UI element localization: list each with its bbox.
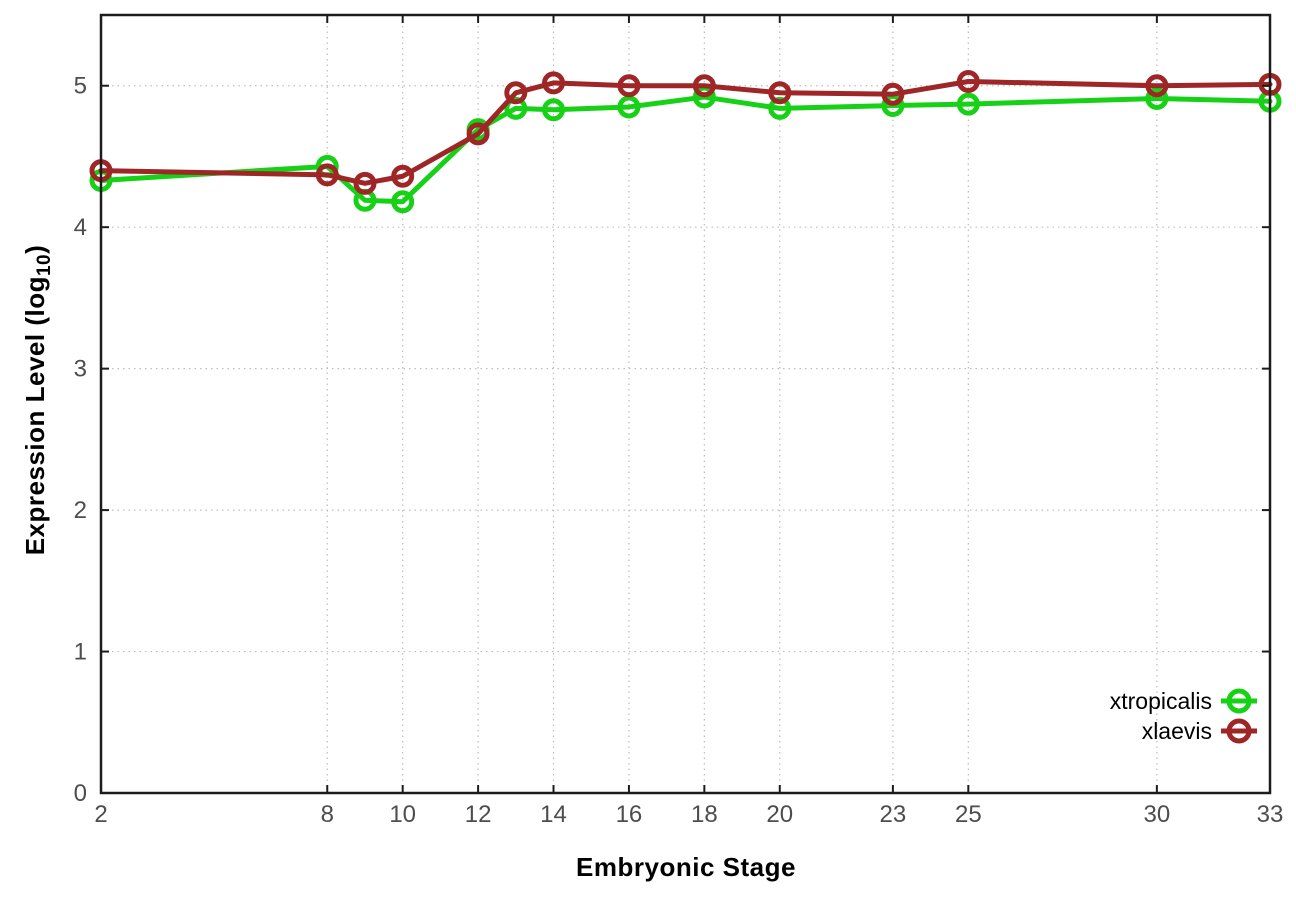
data-point-xlaevis <box>353 171 377 195</box>
data-point-xtropicalis <box>391 190 415 214</box>
x-tick-label: 20 <box>766 801 793 828</box>
data-point-xtropicalis <box>617 95 641 119</box>
legend: xtropicalis xlaevis <box>1110 688 1257 744</box>
y-tick-label: 4 <box>74 214 87 241</box>
x-tick-label: 8 <box>321 801 334 828</box>
y-tick-label: 2 <box>74 497 87 524</box>
data-point-xtropicalis <box>956 92 980 116</box>
x-tick-label: 18 <box>691 801 718 828</box>
x-tick-label: 2 <box>94 801 107 828</box>
x-tick-label: 12 <box>465 801 492 828</box>
plot-border <box>99 13 1272 795</box>
data-point-xlaevis <box>768 81 792 105</box>
x-tick-label: 16 <box>616 801 643 828</box>
y-axis-label-subscript: 10 <box>34 253 56 277</box>
legend-label-xtropicalis: xtropicalis <box>1110 688 1212 714</box>
y-tick-label: 1 <box>74 639 87 666</box>
y-axis-label-text: Expression Level (log <box>19 276 50 556</box>
tick-marks <box>100 15 1271 794</box>
series-xtropicalis <box>89 85 1282 214</box>
x-tick-label: 25 <box>955 801 982 828</box>
y-tick-label: 5 <box>74 73 87 100</box>
data-point-xlaevis <box>315 163 339 187</box>
x-tick-label: 10 <box>389 801 416 828</box>
data-point-xlaevis <box>466 122 490 146</box>
y-axis-label: Expression Level (log10) <box>20 245 56 556</box>
gridlines <box>101 15 1270 793</box>
data-point-xlaevis <box>956 69 980 93</box>
data-point-xlaevis <box>617 74 641 98</box>
x-tick-label: 30 <box>1144 801 1171 828</box>
data-point-xlaevis <box>391 164 415 188</box>
y-tick-label: 3 <box>74 356 87 383</box>
series-xlaevis <box>89 69 1282 195</box>
data-point-xtropicalis <box>542 98 566 122</box>
data-point-xlaevis <box>1145 74 1169 98</box>
legend-label-xlaevis: xlaevis <box>1142 718 1212 744</box>
legend-item-xtropicalis: xtropicalis <box>1110 688 1257 714</box>
y-tick-label: 0 <box>74 780 87 807</box>
x-tick-label: 14 <box>540 801 567 828</box>
y-axis-label-close: ) <box>19 244 50 254</box>
x-axis-label: Embryonic Stage <box>576 852 796 882</box>
x-tick-label: 23 <box>880 801 907 828</box>
data-point-xlaevis <box>542 71 566 95</box>
series-line-xlaevis <box>98 78 1273 186</box>
x-tick-label: 33 <box>1257 801 1284 828</box>
legend-marker-xlaevis <box>1226 718 1252 744</box>
data-point-xlaevis <box>881 82 905 106</box>
legend-marker-xtropicalis <box>1226 688 1252 714</box>
series-line-xtropicalis <box>98 94 1273 205</box>
data-point-xtropicalis <box>1145 86 1169 110</box>
data-point-xlaevis <box>692 74 716 98</box>
legend-item-xlaevis: xlaevis <box>1142 718 1257 744</box>
data-point-xlaevis <box>504 81 528 105</box>
